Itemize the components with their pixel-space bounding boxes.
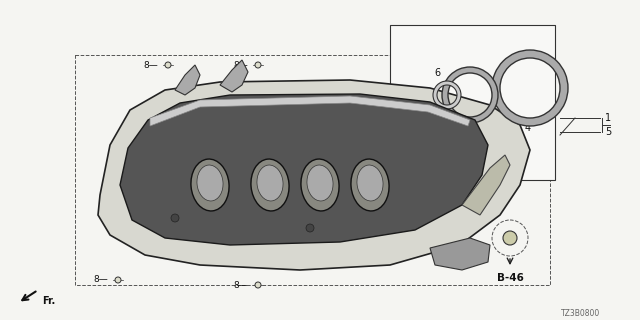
Circle shape: [503, 231, 517, 245]
Circle shape: [405, 108, 425, 128]
Ellipse shape: [351, 159, 389, 211]
Text: Fr.: Fr.: [42, 296, 55, 306]
Text: 6: 6: [434, 68, 440, 78]
Text: 4: 4: [525, 123, 531, 133]
Polygon shape: [220, 60, 248, 92]
Text: 7: 7: [391, 128, 397, 138]
Text: 8—: 8—: [233, 281, 248, 290]
Text: TZ3B0800: TZ3B0800: [561, 308, 600, 317]
Text: B-46: B-46: [497, 273, 524, 283]
Bar: [390, 25, 555, 180]
Ellipse shape: [191, 159, 229, 211]
Ellipse shape: [301, 159, 339, 211]
Circle shape: [255, 282, 261, 288]
Text: 5: 5: [605, 127, 611, 137]
Text: 8—: 8—: [233, 60, 248, 69]
Text: 1: 1: [605, 113, 611, 123]
Text: 3: 3: [515, 140, 521, 150]
Polygon shape: [150, 96, 470, 126]
Text: — 2: — 2: [325, 223, 342, 233]
Text: — 2: — 2: [190, 213, 207, 222]
Polygon shape: [462, 155, 510, 215]
Polygon shape: [430, 238, 490, 270]
Circle shape: [115, 277, 121, 283]
Circle shape: [165, 62, 171, 68]
Circle shape: [306, 224, 314, 232]
Polygon shape: [98, 80, 530, 270]
Ellipse shape: [357, 165, 383, 201]
Polygon shape: [175, 65, 200, 95]
Ellipse shape: [257, 165, 283, 201]
Circle shape: [255, 62, 261, 68]
Polygon shape: [120, 94, 488, 245]
Bar: [75, 55, 550, 285]
Text: 8—: 8—: [93, 276, 108, 284]
Ellipse shape: [251, 159, 289, 211]
Text: 8—: 8—: [143, 60, 158, 69]
Circle shape: [171, 214, 179, 222]
Ellipse shape: [307, 165, 333, 201]
Ellipse shape: [197, 165, 223, 201]
